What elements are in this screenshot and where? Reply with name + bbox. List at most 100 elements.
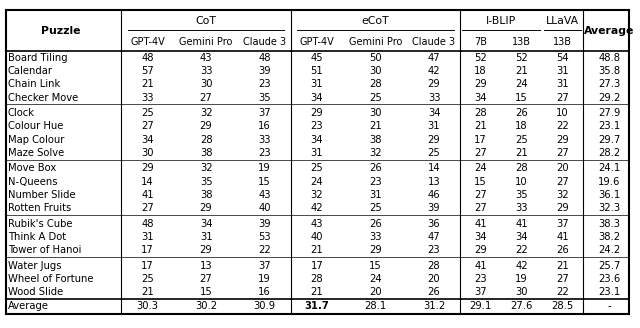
- Text: Map Colour: Map Colour: [8, 134, 64, 145]
- Text: 47: 47: [428, 53, 440, 63]
- Text: 15: 15: [474, 177, 487, 187]
- Text: 42: 42: [310, 203, 323, 213]
- Text: 39: 39: [428, 203, 440, 213]
- Text: 37: 37: [556, 219, 569, 229]
- Text: Claude 3: Claude 3: [243, 37, 286, 47]
- Text: 41: 41: [515, 219, 528, 229]
- Text: 39: 39: [259, 219, 271, 229]
- Text: 22: 22: [556, 121, 569, 132]
- Text: 33: 33: [200, 66, 212, 76]
- Text: 35.8: 35.8: [598, 66, 620, 76]
- Text: 17: 17: [474, 134, 487, 145]
- Text: 50: 50: [369, 53, 382, 63]
- Text: Gemini Pro: Gemini Pro: [349, 37, 402, 47]
- Text: 28.1: 28.1: [364, 301, 387, 311]
- Text: 25: 25: [141, 108, 154, 118]
- Text: 27: 27: [556, 177, 569, 187]
- Text: 24: 24: [515, 79, 528, 89]
- Text: 34: 34: [200, 219, 212, 229]
- Text: 29: 29: [474, 245, 487, 255]
- Text: 23.1: 23.1: [598, 287, 620, 297]
- Text: 19: 19: [259, 274, 271, 284]
- Text: 23: 23: [474, 274, 487, 284]
- Text: 29: 29: [428, 134, 440, 145]
- Text: 29: 29: [428, 79, 440, 89]
- Text: 25: 25: [369, 92, 382, 103]
- Text: 20: 20: [369, 287, 382, 297]
- Text: 13: 13: [428, 177, 440, 187]
- Text: 57: 57: [141, 66, 154, 76]
- Text: 30: 30: [200, 79, 212, 89]
- Text: 31: 31: [428, 121, 440, 132]
- Text: GPT-4V: GPT-4V: [300, 37, 334, 47]
- Text: 48.8: 48.8: [598, 53, 620, 63]
- Text: 17: 17: [310, 261, 323, 271]
- Text: 38: 38: [200, 148, 212, 158]
- Text: 36: 36: [428, 219, 440, 229]
- Text: Rotten Fruits: Rotten Fruits: [8, 203, 71, 213]
- Text: 29.7: 29.7: [598, 134, 620, 145]
- Text: 42: 42: [428, 66, 440, 76]
- Text: 23: 23: [259, 148, 271, 158]
- Text: 30.2: 30.2: [195, 301, 217, 311]
- Text: 21: 21: [141, 287, 154, 297]
- Text: 41: 41: [556, 232, 569, 242]
- Text: LLaVA: LLaVA: [546, 16, 579, 26]
- Text: 33: 33: [259, 134, 271, 145]
- Text: 34: 34: [310, 92, 323, 103]
- Text: 13: 13: [200, 261, 212, 271]
- Text: 21: 21: [310, 245, 323, 255]
- Text: 43: 43: [259, 190, 271, 200]
- Text: eCoT: eCoT: [362, 16, 389, 26]
- Text: 27: 27: [474, 190, 487, 200]
- Text: 24: 24: [369, 274, 382, 284]
- Text: 27: 27: [556, 92, 569, 103]
- Text: 23: 23: [259, 79, 271, 89]
- Text: 30.3: 30.3: [136, 301, 159, 311]
- Text: Checker Move: Checker Move: [8, 92, 78, 103]
- Text: 33: 33: [428, 92, 440, 103]
- Text: 23.1: 23.1: [598, 121, 620, 132]
- Text: 52: 52: [515, 53, 528, 63]
- Text: 41: 41: [474, 261, 487, 271]
- Text: 52: 52: [474, 53, 487, 63]
- Text: Wheel of Fortune: Wheel of Fortune: [8, 274, 93, 284]
- Text: 30.9: 30.9: [253, 301, 276, 311]
- Text: 29: 29: [200, 121, 212, 132]
- Text: 29: 29: [141, 163, 154, 174]
- Text: 13B: 13B: [512, 37, 531, 47]
- Text: 27: 27: [200, 274, 212, 284]
- Text: 37: 37: [259, 108, 271, 118]
- Text: 48: 48: [259, 53, 271, 63]
- Text: 31: 31: [200, 232, 212, 242]
- Text: 16: 16: [259, 287, 271, 297]
- Text: 35: 35: [200, 177, 212, 187]
- Text: 22: 22: [259, 245, 271, 255]
- Text: 31: 31: [556, 79, 569, 89]
- Text: 39: 39: [259, 66, 271, 76]
- Text: 10: 10: [515, 177, 528, 187]
- Text: 27: 27: [200, 92, 212, 103]
- Text: 25.7: 25.7: [598, 261, 620, 271]
- Text: 31: 31: [310, 148, 323, 158]
- Text: Average: Average: [584, 26, 634, 35]
- Text: Gemini Pro: Gemini Pro: [179, 37, 233, 47]
- Text: 28: 28: [369, 79, 382, 89]
- Text: 29: 29: [200, 203, 212, 213]
- Text: 15: 15: [515, 92, 528, 103]
- Text: 32: 32: [200, 108, 212, 118]
- Text: 23: 23: [428, 245, 440, 255]
- Text: 34: 34: [474, 232, 487, 242]
- Text: 15: 15: [369, 261, 382, 271]
- Text: 16: 16: [259, 121, 271, 132]
- Text: 19: 19: [515, 274, 528, 284]
- Text: 32: 32: [310, 190, 323, 200]
- Text: 33: 33: [141, 92, 154, 103]
- Text: 27.6: 27.6: [510, 301, 532, 311]
- Text: 20: 20: [556, 163, 569, 174]
- Text: 26: 26: [369, 163, 382, 174]
- Text: 18: 18: [515, 121, 528, 132]
- Text: 30: 30: [141, 148, 154, 158]
- Text: 28.2: 28.2: [598, 148, 620, 158]
- Text: 22: 22: [556, 287, 569, 297]
